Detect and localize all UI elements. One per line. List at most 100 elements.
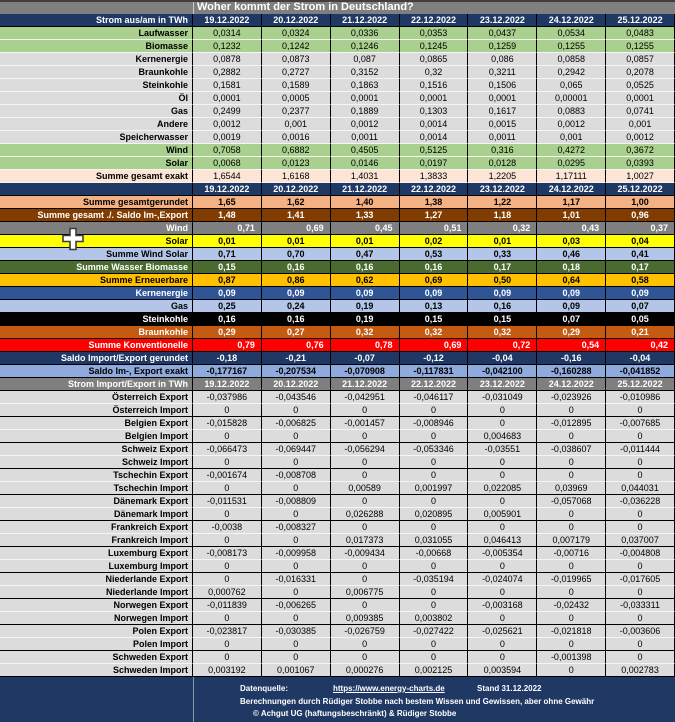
value-cell[interactable]: 0,020895	[399, 508, 469, 521]
value-cell[interactable]: 0,5125	[399, 144, 469, 157]
value-cell[interactable]: 0	[537, 430, 607, 443]
value-cell[interactable]: -0,21	[261, 352, 331, 365]
value-cell[interactable]: -0,001457	[330, 417, 400, 430]
value-cell[interactable]: 0,037007	[606, 534, 675, 547]
value-cell[interactable]: 0,21	[606, 326, 675, 339]
value-cell[interactable]: 0,46	[537, 248, 607, 261]
value-cell[interactable]: 0,009385	[330, 612, 400, 625]
value-cell[interactable]: 0,96	[606, 209, 675, 222]
value-cell[interactable]: 0,0883	[537, 105, 607, 118]
date-header-cell[interactable]: 21.12.2022	[330, 378, 400, 391]
date-header-cell[interactable]: 25.12.2022	[606, 14, 675, 27]
value-cell[interactable]: 0,17	[606, 261, 675, 274]
value-cell[interactable]: 0	[399, 521, 469, 534]
row-label[interactable]: Öl	[0, 92, 193, 105]
value-cell[interactable]: 0	[261, 612, 331, 625]
value-cell[interactable]: 0,09	[330, 287, 400, 300]
section-header-cell[interactable]: Strom aus/am in TWh	[0, 14, 193, 27]
value-cell[interactable]: 0,15	[193, 261, 262, 274]
value-cell[interactable]: 0	[537, 586, 607, 599]
value-cell[interactable]: 1,01	[537, 209, 607, 222]
value-cell[interactable]: 0,71	[193, 248, 262, 261]
value-cell[interactable]: 0	[537, 404, 607, 417]
value-cell[interactable]: 0	[606, 586, 675, 599]
value-cell[interactable]: -0,042951	[330, 391, 400, 404]
value-cell[interactable]: -0,0038	[193, 521, 262, 534]
row-label[interactable]: Tschechin Export	[0, 469, 193, 482]
value-cell[interactable]: -0,042100	[468, 365, 538, 378]
row-label[interactable]: Luxemburg Export	[0, 547, 193, 560]
value-cell[interactable]: 0,29	[537, 326, 607, 339]
value-cell[interactable]: 0,03	[537, 235, 607, 248]
value-cell[interactable]: 0,0123	[261, 157, 331, 170]
row-label[interactable]: Braunkohle	[0, 66, 193, 79]
date-header-cell[interactable]: 20.12.2022	[261, 378, 331, 391]
value-cell[interactable]: 0	[193, 612, 262, 625]
value-cell[interactable]: 0	[399, 560, 469, 573]
row-label[interactable]: Summe Erneuerbare	[0, 274, 193, 287]
value-cell[interactable]: 0	[468, 612, 538, 625]
row-label[interactable]: Summe gesamtgerundet	[0, 196, 193, 209]
value-cell[interactable]: 0,005901	[468, 508, 538, 521]
value-cell[interactable]: 1,2205	[468, 170, 538, 183]
value-cell[interactable]: 0,15	[468, 313, 538, 326]
date-header-cell[interactable]: 22.12.2022	[399, 14, 469, 27]
value-cell[interactable]: 0,1245	[399, 40, 469, 53]
value-cell[interactable]: 0	[606, 521, 675, 534]
value-cell[interactable]: 0,0336	[330, 27, 400, 40]
value-cell[interactable]: 0	[468, 521, 538, 534]
row-label[interactable]: Belgien Export	[0, 417, 193, 430]
value-cell[interactable]: 0,0873	[261, 53, 331, 66]
row-label[interactable]: Polen Export	[0, 625, 193, 638]
row-label[interactable]: Frankreich Export	[0, 521, 193, 534]
value-cell[interactable]: -0,056294	[330, 443, 400, 456]
value-cell[interactable]: 0,7058	[193, 144, 262, 157]
value-cell[interactable]: -0,023817	[193, 625, 262, 638]
value-cell[interactable]: -0,008946	[399, 417, 469, 430]
value-cell[interactable]: 0,1889	[330, 105, 400, 118]
value-cell[interactable]: 0,33	[468, 248, 538, 261]
value-cell[interactable]: 1,22	[468, 196, 538, 209]
value-cell[interactable]: 0	[330, 599, 400, 612]
value-cell[interactable]: 0,62	[330, 274, 400, 287]
value-cell[interactable]: 0,0001	[399, 92, 469, 105]
row-label[interactable]: Saldo Im-, Export exakt	[0, 365, 193, 378]
value-cell[interactable]: 0,50	[468, 274, 538, 287]
row-label[interactable]: Gas	[0, 300, 193, 313]
value-cell[interactable]: 0	[606, 430, 675, 443]
date-header-cell[interactable]: 24.12.2022	[537, 183, 607, 196]
value-cell[interactable]: 0,19	[330, 313, 400, 326]
value-cell[interactable]: 0,0128	[468, 157, 538, 170]
value-cell[interactable]: -0,008173	[193, 547, 262, 560]
value-cell[interactable]: 0	[193, 560, 262, 573]
value-cell[interactable]: 0,316	[468, 144, 538, 157]
value-cell[interactable]: 0	[399, 469, 469, 482]
value-cell[interactable]: 0,13	[399, 300, 469, 313]
value-cell[interactable]: 0,1589	[261, 79, 331, 92]
value-cell[interactable]: 0	[193, 482, 262, 495]
date-header-cell[interactable]: 25.12.2022	[606, 378, 675, 391]
value-cell[interactable]: 1,65	[193, 196, 262, 209]
value-cell[interactable]: 0,17	[468, 261, 538, 274]
value-cell[interactable]: 1,33	[330, 209, 400, 222]
value-cell[interactable]: 0	[606, 560, 675, 573]
value-cell[interactable]: 0,79	[193, 339, 262, 352]
value-cell[interactable]: -0,07	[330, 352, 400, 365]
value-cell[interactable]: 0,69	[261, 222, 331, 235]
value-cell[interactable]: 0,0012	[606, 131, 675, 144]
value-cell[interactable]: 0,0878	[193, 53, 262, 66]
value-cell[interactable]: -0,18	[193, 352, 262, 365]
value-cell[interactable]: -0,008327	[261, 521, 331, 534]
value-cell[interactable]: 0,32	[468, 222, 538, 235]
value-cell[interactable]: -0,00668	[399, 547, 469, 560]
value-cell[interactable]: 0	[330, 430, 400, 443]
value-cell[interactable]: 0	[399, 638, 469, 651]
value-cell[interactable]: 0	[193, 508, 262, 521]
value-cell[interactable]: 0,07	[606, 300, 675, 313]
value-cell[interactable]: -0,021818	[537, 625, 607, 638]
value-cell[interactable]: 0	[261, 482, 331, 495]
value-cell[interactable]: 0,01	[261, 235, 331, 248]
value-cell[interactable]: 0	[330, 404, 400, 417]
date-header-cell[interactable]: 21.12.2022	[330, 14, 400, 27]
value-cell[interactable]: 0,70	[261, 248, 331, 261]
